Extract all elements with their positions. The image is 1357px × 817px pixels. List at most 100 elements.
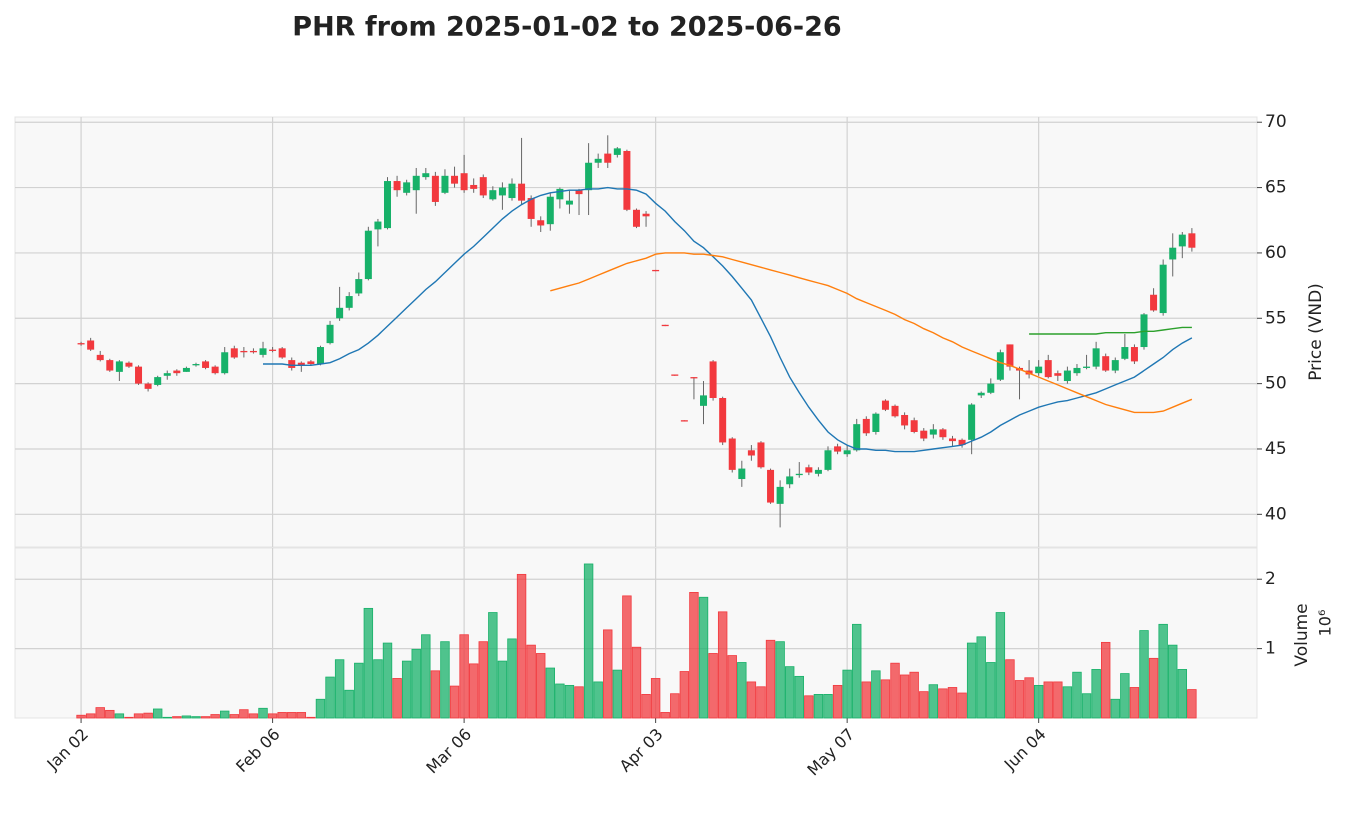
candle-body <box>594 158 602 163</box>
volume-axis-label: Volume <box>1292 603 1312 666</box>
volume-bar <box>488 612 498 719</box>
volume-bar <box>1120 673 1130 719</box>
volume-bar <box>976 636 986 719</box>
volume-bar <box>114 713 125 719</box>
volume-bar <box>1005 659 1015 719</box>
price-panel <box>14 116 1258 548</box>
volume-bar <box>95 707 105 719</box>
volume-bar <box>421 634 431 719</box>
volume-bar <box>995 612 1006 719</box>
candle-body <box>996 352 1004 380</box>
volume-bar <box>670 693 680 719</box>
candle-body <box>920 430 928 439</box>
candle-body <box>738 468 746 480</box>
candle-body <box>431 175 439 202</box>
volume-bar <box>1187 689 1197 719</box>
volume-bar <box>555 683 565 719</box>
volume-bar <box>497 660 508 719</box>
volume-bar <box>708 653 718 719</box>
volume-bar <box>966 642 977 719</box>
candle-body <box>824 450 832 470</box>
candle-body <box>336 307 344 319</box>
candle-body <box>776 486 784 504</box>
moving-average-line <box>1029 326 1192 335</box>
volume-bar <box>919 691 929 719</box>
volume-bar <box>612 669 623 719</box>
candle-body <box>345 296 353 308</box>
volume-bar <box>1139 630 1149 719</box>
candle-body <box>700 395 708 406</box>
volume-bar <box>957 692 967 719</box>
candle-body <box>556 188 564 200</box>
moving-average-line <box>550 252 1193 414</box>
chart-title: PHR from 2025-01-02 to 2025-06-26 <box>292 12 841 43</box>
volume-bar <box>842 669 852 719</box>
volume-bar <box>784 666 795 719</box>
candle-body <box>1130 347 1138 362</box>
volume-bar <box>191 716 201 719</box>
volume-bar <box>373 659 383 719</box>
candle-body <box>1169 247 1177 260</box>
y-tick-label: 60 <box>1265 243 1287 263</box>
candle-body <box>910 420 918 432</box>
candle-body <box>671 374 679 376</box>
candle-body <box>795 473 803 476</box>
volume-bar <box>823 694 833 719</box>
candle-body <box>613 148 621 155</box>
volume-bar <box>852 623 862 719</box>
candle-body <box>527 198 535 219</box>
candle-body <box>297 362 305 366</box>
candle-body <box>1178 234 1186 247</box>
volume-bar <box>641 694 651 719</box>
candle-body <box>575 190 583 195</box>
volume-bar <box>1110 698 1120 719</box>
volume-bar <box>85 713 96 719</box>
x-tick-label: Jun 04 <box>1000 725 1050 775</box>
volume-bar <box>717 611 728 719</box>
candle-body <box>460 173 468 191</box>
candle-body <box>1121 347 1129 359</box>
candle-body <box>642 213 650 217</box>
x-tick-label: Apr 03 <box>616 725 667 776</box>
candle-body <box>106 360 114 371</box>
volume-bar <box>1014 680 1025 719</box>
candle-body <box>403 182 411 193</box>
volume-bar <box>775 641 785 719</box>
volume-bar <box>306 716 316 719</box>
volume-bar <box>401 660 412 719</box>
volume-bar <box>871 670 881 719</box>
candle-body <box>585 162 593 191</box>
candle-body <box>1083 366 1091 368</box>
volume-bar <box>861 681 872 719</box>
candle-body <box>814 469 822 474</box>
volume-bar <box>248 713 259 719</box>
volume-bar <box>880 679 891 719</box>
volume-bar <box>631 646 642 719</box>
volume-bar <box>909 671 919 719</box>
volume-bar <box>1158 623 1168 719</box>
volume-bar <box>152 708 163 719</box>
candle-body <box>269 349 277 351</box>
candle-body <box>872 413 880 432</box>
volume-bar <box>660 712 670 719</box>
candle-body <box>757 442 765 468</box>
volume-bar <box>181 715 192 719</box>
volume-bar <box>449 685 460 719</box>
candle-body <box>211 366 219 374</box>
candle-body <box>451 175 459 184</box>
x-tick-label: Jan 02 <box>43 725 93 775</box>
volume-bar <box>727 655 737 719</box>
candle-body <box>489 190 497 200</box>
volume-bar <box>267 713 278 719</box>
candle-body <box>843 450 851 455</box>
volume-bar <box>210 714 220 719</box>
candle-body <box>278 348 286 358</box>
volume-bar <box>1062 686 1073 719</box>
candle-body <box>326 324 334 344</box>
candle-body <box>853 424 861 451</box>
candle-body <box>479 177 487 196</box>
candle-body <box>987 383 995 393</box>
volume-bar <box>1033 684 1044 719</box>
candle-body <box>192 364 200 366</box>
volume-bar <box>172 716 182 719</box>
